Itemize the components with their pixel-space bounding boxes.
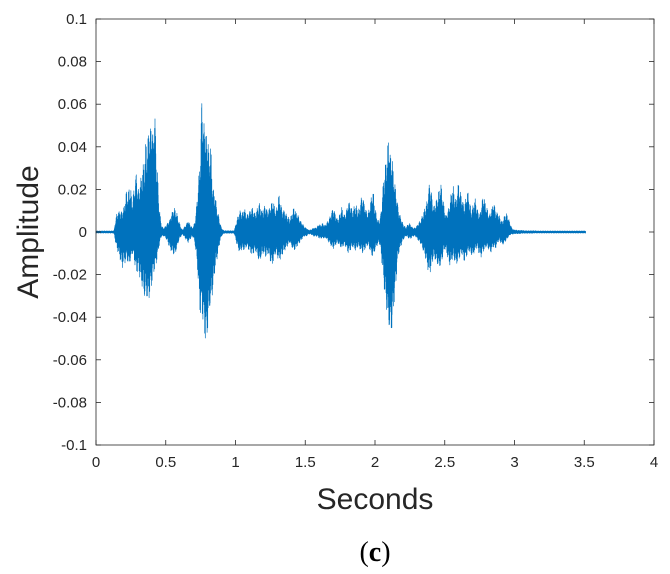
x-tick-label: 0.5 (155, 454, 176, 471)
waveform-series-line (95, 103, 586, 339)
x-axis-ticks (95, 19, 655, 445)
y-tick-label: 0.08 (58, 54, 87, 71)
y-tick-label: -0.08 (53, 394, 87, 411)
x-tick-label: 1.5 (295, 454, 316, 471)
y-tick-label: -0.04 (53, 309, 87, 326)
x-tick-label: 3 (510, 454, 518, 471)
x-tick-label: 2 (371, 454, 379, 471)
x-tick-label: 3.5 (574, 454, 595, 471)
y-axis-tick-labels: -0.1 -0.08 -0.06 -0.04 -0.02 0 0.02 0.04 0.06 0.0… (53, 11, 87, 454)
y-tick-label: -0.06 (53, 352, 87, 369)
y-tick-label: 0.1 (66, 11, 87, 28)
panel-label-letter: c (369, 537, 381, 568)
x-tick-label: 2.5 (434, 454, 455, 471)
plot-area (95, 18, 655, 446)
y-tick-label: 0.06 (58, 96, 87, 113)
panel-label-close: ) (381, 537, 390, 568)
y-axis-ticks (96, 18, 654, 446)
y-axis-label: Amplitude (12, 165, 45, 298)
y-tick-label: 0.04 (58, 139, 87, 156)
x-tick-label: 4 (650, 454, 658, 471)
series-layer (95, 103, 586, 339)
x-axis-tick-labels: 0 0.5 1 1.5 2 2.5 3 3.5 4 (92, 454, 658, 471)
y-tick-label: 0.02 (58, 181, 87, 198)
y-tick-label: 0 (79, 224, 87, 241)
x-tick-label: 1 (231, 454, 239, 471)
y-tick-label: -0.1 (61, 437, 87, 454)
panel-label: (c) (359, 537, 390, 568)
x-axis-label: Seconds (317, 483, 434, 516)
x-tick-label: 0 (92, 454, 100, 471)
panel-label-open: ( (359, 537, 368, 568)
y-tick-label: -0.02 (53, 267, 87, 284)
